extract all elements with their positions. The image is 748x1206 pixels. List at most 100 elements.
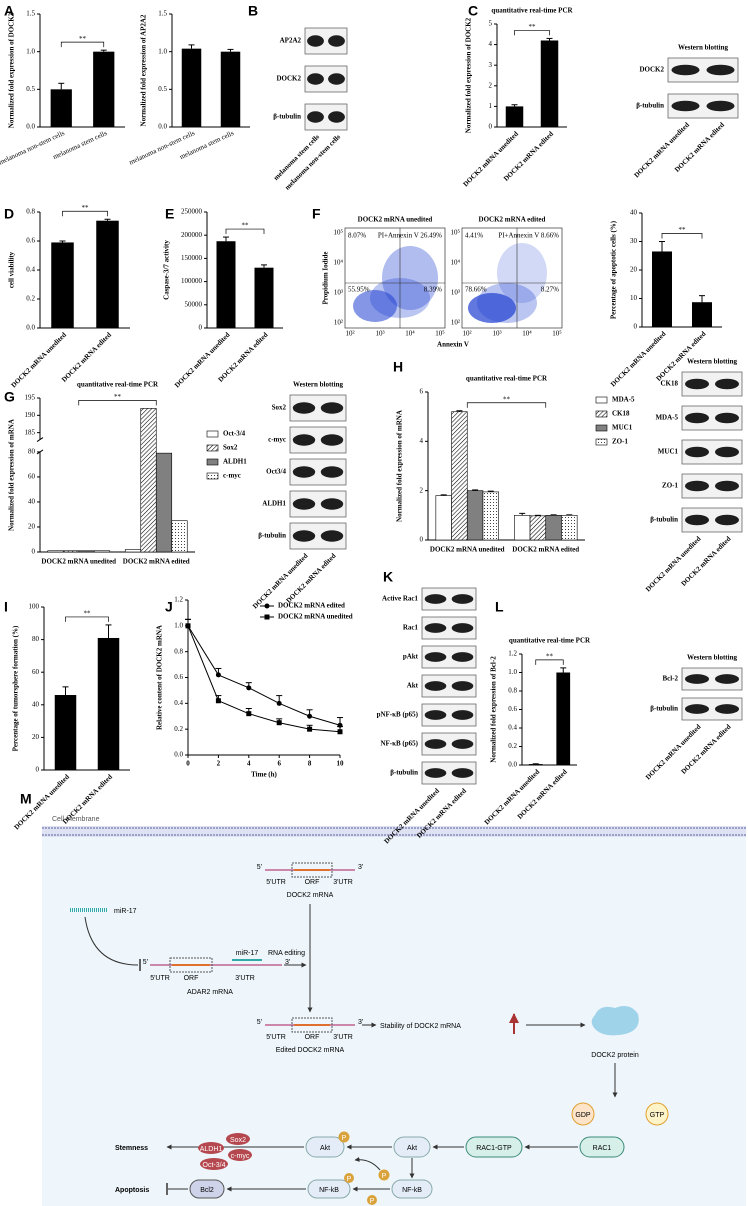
y-tick-label: 1.2 [174,596,183,604]
point [246,711,252,717]
x-axis-label: Time (h) [251,771,277,779]
blot-band [685,514,709,526]
y-axis-label: Relative content of DOCK2 mRNA [156,625,164,730]
blot-band [424,652,447,662]
blot-band [320,498,344,510]
legend-label: MUC1 [612,424,633,432]
bar [97,637,120,770]
blot-band [451,681,474,691]
blot-band [671,64,700,76]
bar-pattern [140,408,157,552]
y-tick-label: 0 [32,548,36,556]
marker-node [226,1133,250,1145]
editing-label: RNA editing [268,950,305,957]
y-tick-label: 20 [32,733,40,741]
significance-bracket [62,210,108,217]
y-tick-label: 20 [28,523,36,531]
y-tick-label: 0.0 [508,761,517,769]
panel-label: A [4,3,14,19]
flow-y-tick: 10⁵ [451,229,461,237]
gtp-icon [645,1102,669,1126]
orf-box [291,862,333,878]
blot-band [292,402,316,414]
chart-title: quantitative real-time PCR [509,637,591,645]
blot-band [671,100,700,112]
blot-band [451,594,474,604]
significance: ** [79,35,87,43]
y-axis-label: Normalized fold expression of AP2A2 [140,14,148,126]
panel-label: F [312,206,321,222]
membrane-label: Cell membrane [52,816,100,823]
x-tick-label: DOCK2 mRNA unedited [430,546,505,554]
y-tick-label: 50000 [185,300,203,308]
blot-band [715,514,739,526]
bar [528,764,543,765]
point [276,720,282,726]
y-tick-label: 100000 [181,277,203,285]
blot-frame [681,667,743,691]
flow-density [382,246,438,310]
y-tick-label: 60 [28,473,36,481]
membrane [42,826,746,837]
y-tick-label: 2 [420,486,424,494]
significance-bracket [535,659,564,665]
blot-band [715,480,739,492]
rac1-gtp-label: RAC1-GTP [476,1145,512,1152]
arrow [354,1156,381,1171]
utr3: 3'UTR [333,879,353,886]
utr3: 3'UTR [333,1034,353,1041]
blot-row-label: DOCK2 [277,75,302,83]
bar [514,515,531,541]
sox2-label: Sox2 [230,1137,246,1144]
end3: 3' [285,959,290,966]
blot-band [685,412,709,424]
panel-label: D [4,206,14,222]
x-tick-label: melanoma non-stem cells [128,129,196,167]
bar [254,267,274,328]
y-tick-label: 0 [634,323,638,331]
blot-band [451,739,474,749]
blot-band [320,530,344,542]
y-axis-label: Normalized fold expression of DOCK2 [465,17,473,133]
x-tick-label: DOCK2 mRNA unedited [10,331,69,390]
gdp-label: GDP [575,1112,591,1119]
point [307,726,313,732]
y-tick-label: 20 [630,266,638,274]
blot-band [292,466,316,478]
phospho-label: P [342,1135,347,1142]
rac1-node [579,1136,625,1158]
line [187,625,341,733]
quadrant-label: 78.66% [465,286,487,294]
panel-label: L [495,599,504,615]
bar [505,106,524,127]
x-tick-label: 10 [337,760,345,768]
stemness-label: Stemness [115,1145,148,1152]
flow-y-tick: 10² [451,319,460,327]
flow-density [497,243,547,303]
bar [78,550,95,553]
flow-x-tick: 10² [345,330,354,338]
blot-row-label: ALDH1 [262,500,286,508]
legend-swatch [206,458,219,466]
x-tick-label: 8 [308,760,312,768]
blot-band [424,739,447,749]
y-tick-label: 0.5 [158,85,167,93]
stability-label: Stability of DOCK2 mRNA [380,1023,461,1030]
blot-row-label: β-tubulin [390,769,418,777]
blot-row-label: Oct3/4 [266,468,286,476]
blot-band [328,111,345,123]
significance: ** [679,226,687,234]
blot-band [424,623,447,633]
blot-band [451,710,474,720]
y-tick-label: 40 [630,209,638,217]
significance: ** [84,610,92,618]
y-tick-label: 0.8 [508,687,517,695]
bar-pattern [451,411,468,540]
y-tick-label: 0 [36,766,40,774]
quadrant-label: 8.39% [424,286,442,294]
y-axis-label: Normalized fold expression of mRNA [396,410,404,522]
flow-x-tick: 10⁴ [522,330,532,338]
blot-band [451,652,474,662]
marker-node [200,1158,228,1170]
bar [96,220,119,328]
